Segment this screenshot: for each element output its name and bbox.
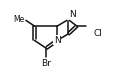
Text: Cl: Cl xyxy=(94,29,103,38)
Text: N: N xyxy=(69,10,76,19)
Text: N: N xyxy=(54,36,61,45)
Text: Me: Me xyxy=(13,15,24,24)
Text: Br: Br xyxy=(41,59,51,68)
